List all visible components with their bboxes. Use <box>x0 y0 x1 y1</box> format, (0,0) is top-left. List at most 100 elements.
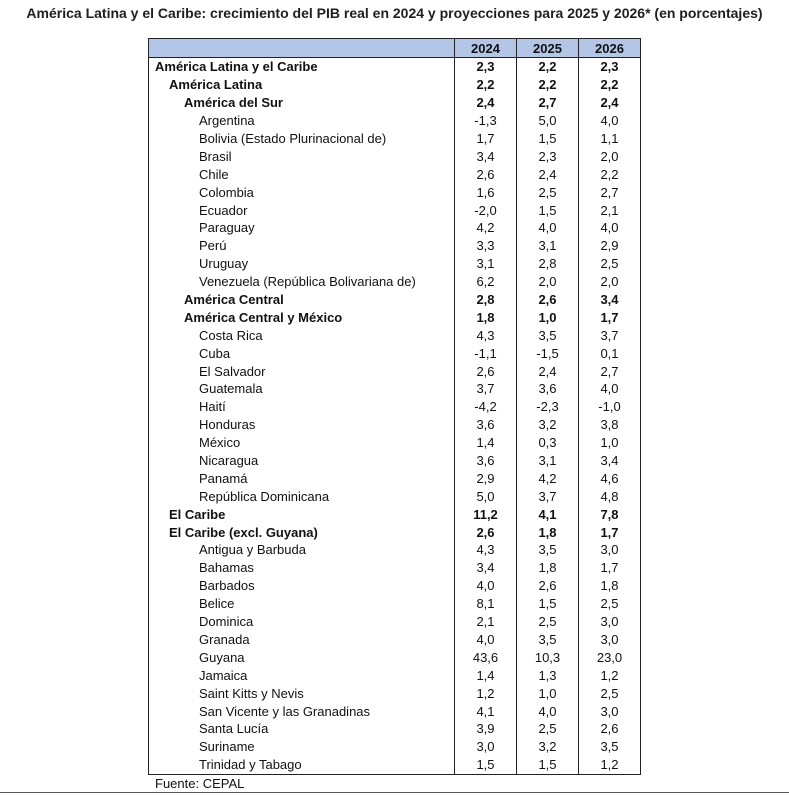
value-2025: 4,1 <box>516 505 579 524</box>
row-label: América Central <box>148 290 455 309</box>
value-2026: 4,8 <box>578 487 641 506</box>
value-2025: 3,2 <box>516 415 579 434</box>
table-body: América Latina y el Caribe 2,3 2,2 2,3 Améri… <box>148 57 641 775</box>
row-label: Uruguay <box>148 254 455 273</box>
row-label: Nicaragua <box>148 451 455 470</box>
table-row: El Salvador 2,6 2,4 2,7 <box>148 362 641 381</box>
value-2026: 2,5 <box>578 254 641 273</box>
table-row: Granada 4,0 3,5 3,0 <box>148 630 641 649</box>
value-2026: 1,7 <box>578 558 641 577</box>
value-2024: 4,1 <box>454 702 517 720</box>
value-2024: 2,3 <box>454 57 517 76</box>
value-2026: 3,4 <box>578 451 641 470</box>
value-2026: 2,9 <box>578 236 641 255</box>
value-2024: 2,8 <box>454 290 517 309</box>
row-label: Venezuela (República Bolivariana de) <box>148 272 455 291</box>
header-blank-cell <box>148 38 455 58</box>
value-2024: 4,0 <box>454 630 517 649</box>
value-2025: 2,6 <box>516 576 579 595</box>
value-2025: 5,0 <box>516 111 579 130</box>
value-2026: 3,7 <box>578 326 641 345</box>
row-label: Paraguay <box>148 219 455 237</box>
value-2026: 2,7 <box>578 183 641 202</box>
value-2024: 8,1 <box>454 594 517 613</box>
table-row: Suriname 3,0 3,2 3,5 <box>148 737 641 756</box>
row-label: Granada <box>148 630 455 649</box>
value-2025: 2,4 <box>516 165 579 184</box>
value-2026: 2,7 <box>578 362 641 381</box>
table-row: Belice 8,1 1,5 2,5 <box>148 594 641 613</box>
table-row: Santa Lucía 3,9 2,5 2,6 <box>148 719 641 738</box>
value-2024: 4,2 <box>454 219 517 237</box>
value-2026: 2,3 <box>578 57 641 76</box>
row-label: República Dominicana <box>148 487 455 506</box>
table-row: América Latina 2,2 2,2 2,2 <box>148 75 641 94</box>
row-label: San Vicente y las Granadinas <box>148 702 455 720</box>
value-2025: 10,3 <box>516 648 579 667</box>
value-2025: 2,5 <box>516 612 579 631</box>
value-2024: 5,0 <box>454 487 517 506</box>
table-row: América Central y México 1,8 1,0 1,7 <box>148 308 641 327</box>
value-2025: 2,8 <box>516 254 579 273</box>
row-label: Perú <box>148 236 455 255</box>
value-2024: 1,8 <box>454 308 517 327</box>
row-label: Bahamas <box>148 558 455 577</box>
row-label: América Latina <box>148 75 455 94</box>
value-2025: 1,8 <box>516 558 579 577</box>
value-2026: 2,4 <box>578 93 641 112</box>
table-row: Paraguay 4,2 4,0 4,0 <box>148 219 641 237</box>
value-2026: 3,5 <box>578 737 641 756</box>
value-2025: 1,8 <box>516 523 579 542</box>
value-2026: 2,1 <box>578 201 641 220</box>
value-2026: 1,2 <box>578 666 641 685</box>
table-row: Chile 2,6 2,4 2,2 <box>148 165 641 184</box>
table-row: Panamá 2,9 4,2 4,6 <box>148 469 641 488</box>
value-2026: 1,7 <box>578 523 641 542</box>
value-2024: 3,7 <box>454 380 517 398</box>
value-2024: 3,1 <box>454 254 517 273</box>
row-label: Haití <box>148 397 455 416</box>
value-2026: 2,0 <box>578 147 641 166</box>
row-label: Cuba <box>148 344 455 363</box>
value-2026: 3,0 <box>578 541 641 559</box>
value-2025: 0,3 <box>516 433 579 452</box>
header-year-2026: 2026 <box>578 38 641 58</box>
value-2026: 1,8 <box>578 576 641 595</box>
value-2025: 1,5 <box>516 594 579 613</box>
row-label: Santa Lucía <box>148 719 455 738</box>
value-2025: 4,2 <box>516 469 579 488</box>
table-row: Perú 3,3 3,1 2,9 <box>148 236 641 255</box>
value-2026: 3,8 <box>578 415 641 434</box>
value-2026: 4,0 <box>578 111 641 130</box>
value-2024: 2,4 <box>454 93 517 112</box>
table-row: Trinidad y Tabago 1,5 1,5 1,2 <box>148 755 641 775</box>
value-2026: 3,4 <box>578 290 641 309</box>
table-row: Bahamas 3,4 1,8 1,7 <box>148 558 641 577</box>
value-2024: 2,1 <box>454 612 517 631</box>
value-2024: 1,4 <box>454 433 517 452</box>
value-2026: 2,5 <box>578 684 641 703</box>
table-row: El Caribe (excl. Guyana) 2,6 1,8 1,7 <box>148 523 641 542</box>
value-2026: 1,0 <box>578 433 641 452</box>
value-2024: 2,9 <box>454 469 517 488</box>
row-label: Antigua y Barbuda <box>148 541 455 559</box>
row-label: Belice <box>148 594 455 613</box>
value-2025: 1,0 <box>516 684 579 703</box>
table-row: Cuba -1,1 -1,5 0,1 <box>148 344 641 363</box>
value-2025: 3,2 <box>516 737 579 756</box>
table-row: Argentina -1,3 5,0 4,0 <box>148 111 641 130</box>
value-2026: 1,1 <box>578 129 641 148</box>
row-label: Jamaica <box>148 666 455 685</box>
value-2024: 1,5 <box>454 755 517 775</box>
value-2024: -2,0 <box>454 201 517 220</box>
value-2024: 1,2 <box>454 684 517 703</box>
row-label: El Salvador <box>148 362 455 381</box>
value-2025: 1,5 <box>516 755 579 775</box>
row-label: Saint Kitts y Nevis <box>148 684 455 703</box>
row-label: El Caribe (excl. Guyana) <box>148 523 455 542</box>
gdp-growth-table: 2024 2025 2026 América Latina y el Carib… <box>148 38 641 775</box>
table-row: Venezuela (República Bolivariana de) 6,2 2… <box>148 272 641 291</box>
row-label: Barbados <box>148 576 455 595</box>
value-2024: 1,7 <box>454 129 517 148</box>
row-label: El Caribe <box>148 505 455 524</box>
